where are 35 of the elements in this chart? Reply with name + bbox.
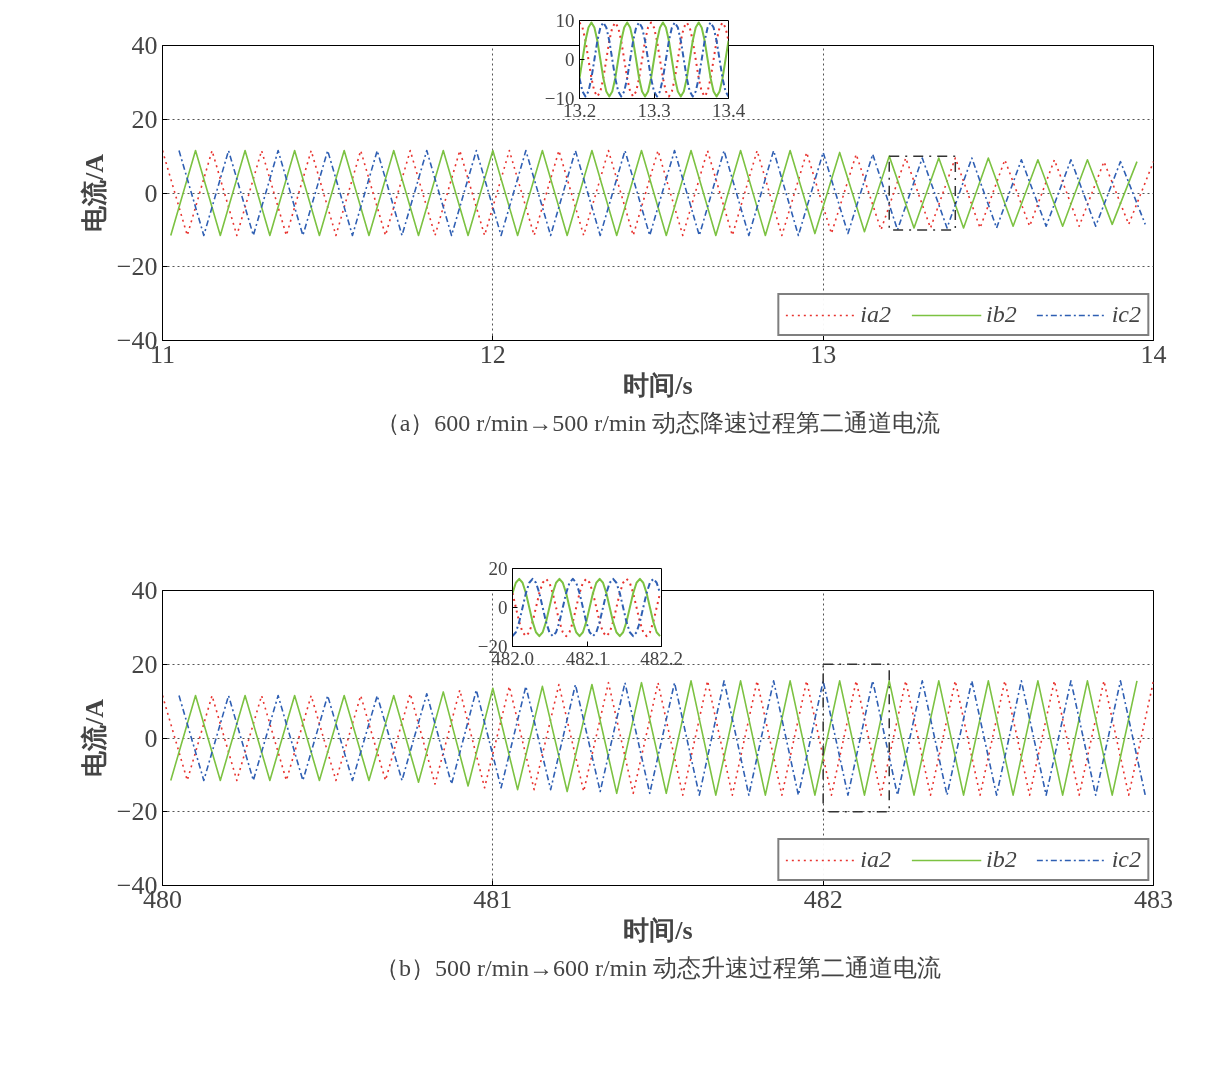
x-tick-label: 13	[810, 339, 837, 369]
y-tick-label: 20	[131, 649, 158, 679]
y-tick-label: 0	[144, 178, 158, 208]
y-axis-title: 电流/A	[79, 698, 109, 777]
text: （b）500 r/min→600 r/min 动态升速过程第二通道电流	[375, 954, 941, 981]
x-axis-title: 时间/s	[623, 370, 693, 400]
text: （a）600 r/min→500 r/min 动态降速过程第二通道电流	[375, 409, 941, 436]
x-tick-label: 482.2	[640, 647, 683, 669]
y-tick-label: 0	[498, 597, 508, 618]
y-tick-label: 40	[131, 31, 158, 60]
x-tick-label: 481	[473, 884, 513, 914]
x-tick-label: 13.4	[711, 99, 746, 121]
legend-label: ib2	[986, 846, 1017, 873]
x-tick-label: 482.1	[565, 647, 609, 669]
legend-label: ib2	[986, 301, 1017, 328]
x-tick-label: 483	[1134, 884, 1173, 914]
y-tick-label: 10	[555, 10, 575, 31]
legend-label: ia2	[860, 301, 891, 328]
y-tick-label: 0	[144, 723, 158, 753]
y-tick-label: −20	[116, 252, 158, 282]
x-tick-label: 13.3	[637, 99, 671, 121]
x-axis-title: 时间/s	[623, 915, 693, 945]
x-tick-label: 12	[479, 339, 506, 369]
legend-label: ic2	[1111, 846, 1141, 873]
y-axis-title: 电流/A	[79, 153, 109, 232]
y-tick-label: 40	[131, 576, 158, 605]
line-series	[512, 577, 662, 638]
y-tick-label: 20	[131, 104, 158, 134]
y-tick-label: −20	[116, 797, 158, 827]
x-tick-label: 482	[803, 884, 843, 914]
x-tick-label: 14	[1140, 339, 1167, 369]
y-tick-label: 20	[488, 558, 508, 579]
legend-label: ia2	[860, 846, 891, 873]
legend-label: ic2	[1111, 301, 1141, 328]
y-tick-label: 0	[565, 49, 575, 70]
